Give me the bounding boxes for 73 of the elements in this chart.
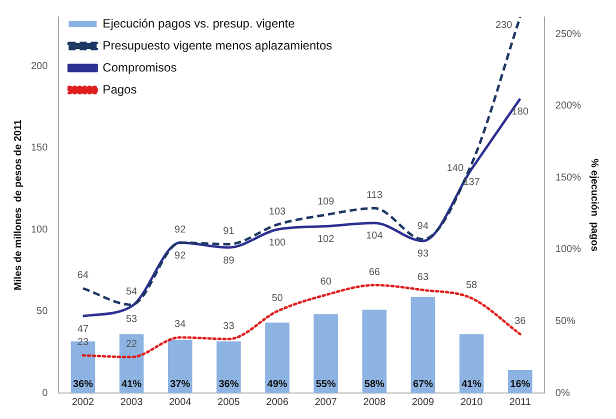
data-label: 94 <box>417 221 429 232</box>
data-label: 109 <box>317 196 335 208</box>
data-label: 60 <box>320 276 332 288</box>
y-axis-title: Miles de millones de pesos de 2011 <box>12 119 24 290</box>
bar <box>168 340 192 393</box>
x-tick-label: 2011 <box>509 396 532 408</box>
data-label: 41% <box>122 378 142 390</box>
data-label: 92 <box>174 224 186 236</box>
data-label: 54 <box>126 286 138 298</box>
data-label: 50 <box>272 293 284 304</box>
bar <box>265 322 290 393</box>
x-tick-label: 2003 <box>120 396 144 408</box>
data-label: 103 <box>268 206 286 218</box>
y2-tick-label: 150% <box>555 172 582 184</box>
x-tick-label: 2007 <box>314 396 338 408</box>
data-label: 36% <box>218 378 239 390</box>
data-label: 104 <box>366 230 384 242</box>
data-label: 89 <box>223 255 235 266</box>
data-label: 34 <box>174 319 186 330</box>
data-label: 36 <box>514 316 526 327</box>
data-label: 230 <box>495 20 513 31</box>
data-label: 92 <box>174 250 186 262</box>
x-tick-label: 2006 <box>266 396 289 408</box>
legend-label: Compromisos <box>102 60 177 74</box>
data-label: 93 <box>417 248 429 260</box>
data-label: 58 <box>466 280 478 291</box>
bar <box>314 314 338 393</box>
y2-tick-label: 200% <box>555 100 582 112</box>
y2-tick-label: 50% <box>555 316 576 327</box>
y-tick-label: 150 <box>30 142 48 154</box>
legend-label: Presupuesto vigente menos aplazamientos <box>102 38 332 52</box>
y-tick-label: 100 <box>30 224 48 236</box>
y2-tick-label: 250% <box>555 28 582 40</box>
data-label: 91 <box>223 226 235 237</box>
data-label: 41% <box>462 378 482 390</box>
y-tick-label: 0 <box>42 388 48 399</box>
data-label: 66 <box>368 266 380 278</box>
data-label: 36% <box>72 378 94 390</box>
data-label: 16% <box>510 378 530 390</box>
data-label: 137 <box>463 176 480 188</box>
data-label: 64 <box>77 270 89 282</box>
x-tick-label: 2008 <box>363 396 386 408</box>
y-tick-label: 50 <box>36 306 48 318</box>
data-label: 58% <box>364 378 385 390</box>
x-tick-label: 2005 <box>218 396 240 408</box>
legend-label: Pagos <box>102 82 137 96</box>
data-label: 37% <box>170 378 190 390</box>
legend-label: Ejecución pagos vs. presup. vigente <box>102 16 296 30</box>
data-label: 113 <box>366 190 383 202</box>
bar <box>362 310 387 393</box>
data-label: 49% <box>267 378 288 390</box>
bar <box>216 341 241 393</box>
data-label: 140 <box>446 162 464 174</box>
data-label: 67% <box>412 378 434 390</box>
data-label: 22 <box>126 338 138 350</box>
data-label: 102 <box>317 234 335 245</box>
data-label: 55% <box>316 378 336 390</box>
y2-tick-label: 100% <box>555 244 582 256</box>
y2-tick-label: 0% <box>555 388 570 399</box>
data-label: 47 <box>77 324 89 335</box>
data-label: 63 <box>417 272 429 283</box>
data-label: 100 <box>268 237 286 248</box>
x-tick-label: 2004 <box>168 396 192 408</box>
data-label: 180 <box>512 106 529 118</box>
x-tick-label: 2010 <box>460 396 484 408</box>
x-tick-label: 2009 <box>412 396 435 408</box>
data-label: 53 <box>126 314 138 326</box>
x-tick-label: 2002 <box>72 396 95 408</box>
y2-axis-title: % ejecución pagos <box>588 158 600 252</box>
bar <box>459 334 484 393</box>
bar <box>410 296 436 393</box>
y-tick-label: 200 <box>30 60 48 72</box>
data-label: 33 <box>223 320 235 332</box>
